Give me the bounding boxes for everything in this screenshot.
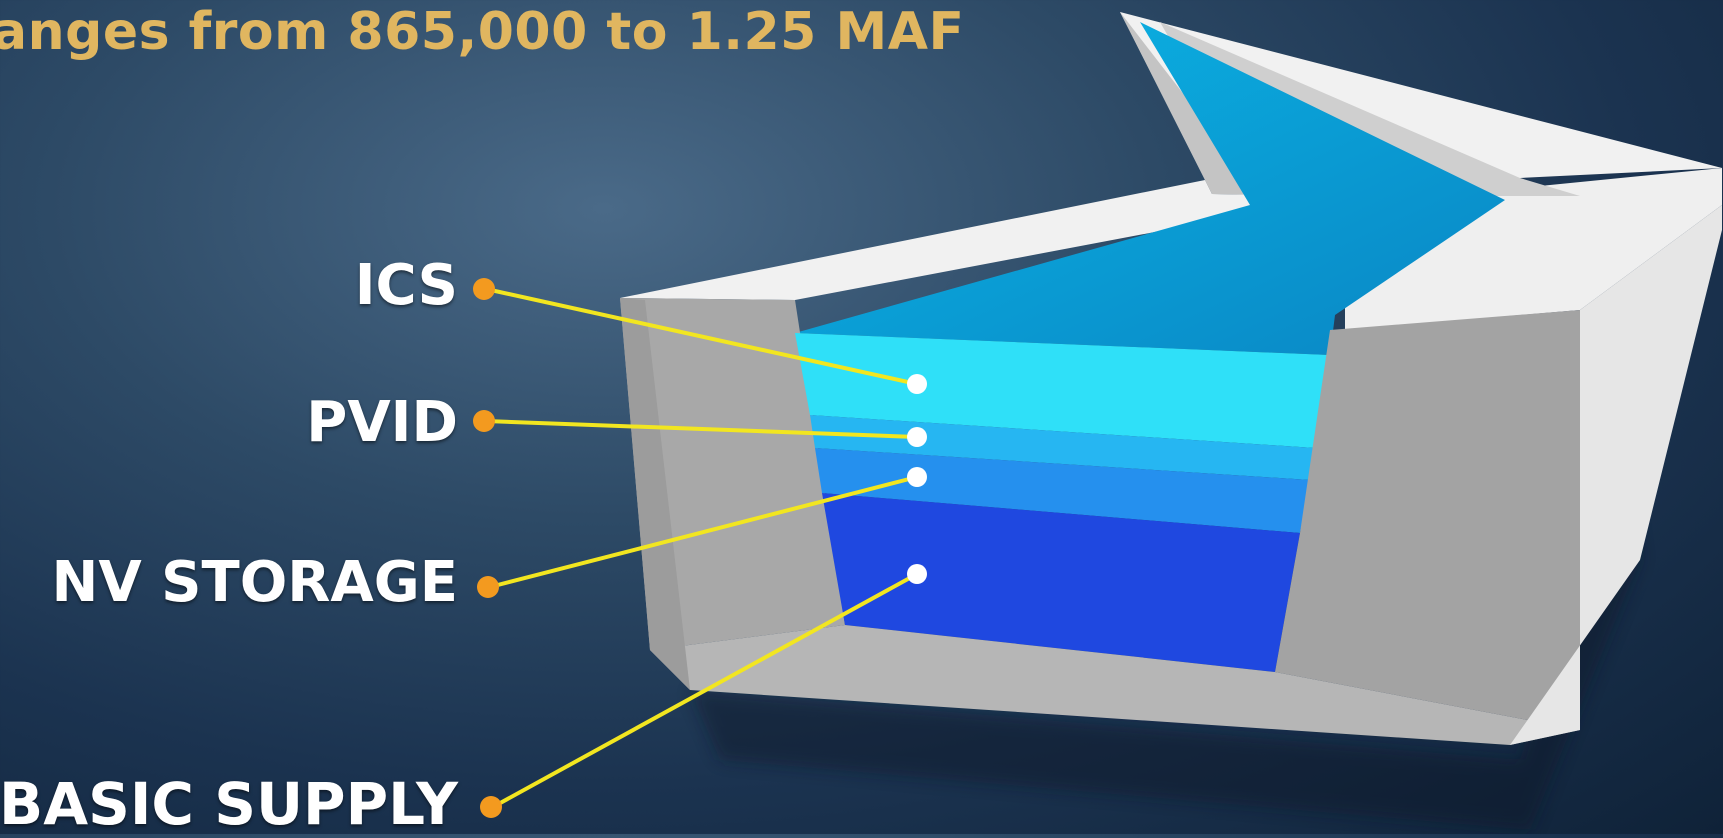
layer-basic-supply xyxy=(822,493,1300,672)
front-face xyxy=(650,625,1580,745)
outer-face-right xyxy=(1510,205,1722,745)
connector-dot-basic-supply-left xyxy=(480,796,502,818)
top-rim-back xyxy=(1120,12,1722,190)
connector-line-nv-storage xyxy=(489,475,918,589)
far-water-channel xyxy=(795,22,1505,355)
connector-line-pvid xyxy=(485,419,918,439)
top-rim-left xyxy=(620,180,1345,300)
connector-dot-ics-left xyxy=(473,278,495,300)
front-face-left xyxy=(620,298,690,690)
connector-line-ics xyxy=(485,287,918,386)
connector-dot-basic-supply-right xyxy=(907,564,927,584)
connector-dot-ics-right xyxy=(907,374,927,394)
connector-dot-nv-storage-right xyxy=(907,467,927,487)
layer-ics xyxy=(795,333,1330,448)
connector-dot-nv-storage-left xyxy=(477,576,499,598)
label-basic-supply: BASIC SUPPLY xyxy=(0,770,458,838)
connectors xyxy=(473,278,927,818)
page-title: anges from 865,000 to 1.25 MAF xyxy=(0,2,965,62)
label-nv-storage: NV STORAGE xyxy=(51,550,458,615)
connector-dot-pvid-left xyxy=(473,410,495,432)
structure-shadow xyxy=(690,420,1640,830)
connector-line-basic-supply xyxy=(492,572,918,809)
cut-wall-right xyxy=(1275,310,1580,730)
label-pvid: PVID xyxy=(306,390,458,455)
connector-dot-pvid-right xyxy=(907,427,927,447)
cut-wall-left xyxy=(620,298,845,650)
label-ics: ICS xyxy=(354,253,458,318)
layer-pvid xyxy=(810,415,1315,480)
layer-nv-storage xyxy=(815,448,1310,533)
